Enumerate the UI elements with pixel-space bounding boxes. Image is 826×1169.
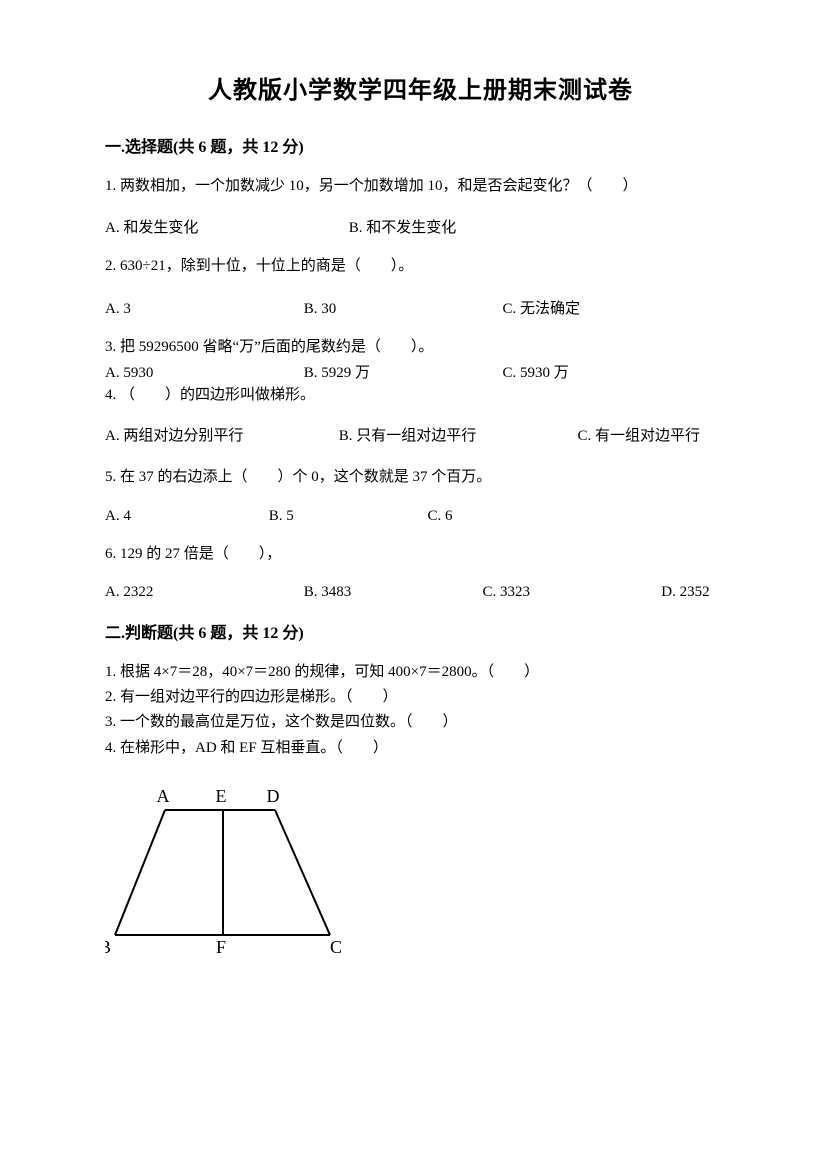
svg-text:A: A: [157, 786, 170, 806]
trapezoid-svg: A B C D E F: [105, 780, 345, 955]
q4-opt-c: C. 有一组对边平行: [578, 425, 701, 448]
q2-opt-a: A. 3: [105, 301, 300, 318]
q2-opt-c: C. 无法确定: [503, 297, 581, 318]
q2-text: 2. 630÷21，除到十位，十位上的商是（ ）。: [105, 255, 736, 278]
q3-opt-b: B. 5929 万: [304, 361, 499, 382]
q2-options: A. 3 B. 30 C. 无法确定: [105, 297, 736, 318]
q1-options: A. 和发生变化 B. 和不发生变化: [105, 216, 736, 237]
q1-opt-b: B. 和不发生变化: [349, 216, 457, 237]
q3-text: 3. 把 59296500 省略“万”后面的尾数约是（ ）。: [105, 336, 736, 359]
q6-text: 6. 129 的 27 倍是（ ），: [105, 543, 736, 566]
q1-opt-a: A. 和发生变化: [105, 216, 345, 237]
section2-header: 二.判断题(共 6 题，共 12 分): [105, 619, 736, 643]
page-title: 人教版小学数学四年级上册期末测试卷: [105, 70, 736, 105]
tf-q1: 1. 根据 4×7＝28，40×7＝280 的规律，可知 400×7＝2800。…: [105, 661, 736, 684]
svg-text:B: B: [105, 937, 111, 955]
q4-opt-a: A. 两组对边分别平行: [105, 425, 335, 448]
tf-q2: 2. 有一组对边平行的四边形是梯形。（ ）: [105, 686, 736, 709]
q6-opt-b: B. 3483: [304, 584, 479, 601]
tf-q4: 4. 在梯形中，AD 和 EF 互相垂直。（ ）: [105, 737, 736, 760]
q5-options: A. 4 B. 5 C. 6: [105, 508, 736, 525]
q6-opt-d: D. 2352: [661, 584, 709, 601]
q2-opt-b: B. 30: [304, 301, 499, 318]
svg-text:F: F: [216, 937, 226, 955]
q5-text: 5. 在 37 的右边添上（ ）个 0，这个数就是 37 个百万。: [105, 466, 736, 489]
trapezoid-figure: A B C D E F: [105, 780, 736, 955]
svg-text:E: E: [216, 786, 227, 806]
q4-opt-b: B. 只有一组对边平行: [339, 425, 574, 448]
q3-options: A. 5930 B. 5929 万 C. 5930 万: [105, 361, 736, 382]
section1-header: 一.选择题(共 6 题，共 12 分): [105, 133, 736, 157]
q5-opt-c: C. 6: [428, 508, 453, 525]
tf-q3: 3. 一个数的最高位是万位，这个数是四位数。（ ）: [105, 711, 736, 734]
svg-text:D: D: [267, 786, 280, 806]
q5-opt-a: A. 4: [105, 508, 265, 525]
q1-text: 1. 两数相加，一个加数减少 10，另一个加数增加 10，和是否会起变化？（ ）: [105, 175, 736, 198]
q6-options: A. 2322 B. 3483 C. 3323 D. 2352: [105, 584, 736, 601]
svg-text:C: C: [330, 937, 342, 955]
q3-opt-a: A. 5930: [105, 365, 300, 382]
q4-text: 4. （ ）的四边形叫做梯形。: [105, 384, 736, 407]
q4-options: A. 两组对边分别平行 B. 只有一组对边平行 C. 有一组对边平行: [105, 425, 736, 448]
q6-opt-c: C. 3323: [483, 584, 658, 601]
q6-opt-a: A. 2322: [105, 584, 300, 601]
q3-opt-c: C. 5930 万: [503, 361, 569, 382]
q5-opt-b: B. 5: [269, 508, 424, 525]
